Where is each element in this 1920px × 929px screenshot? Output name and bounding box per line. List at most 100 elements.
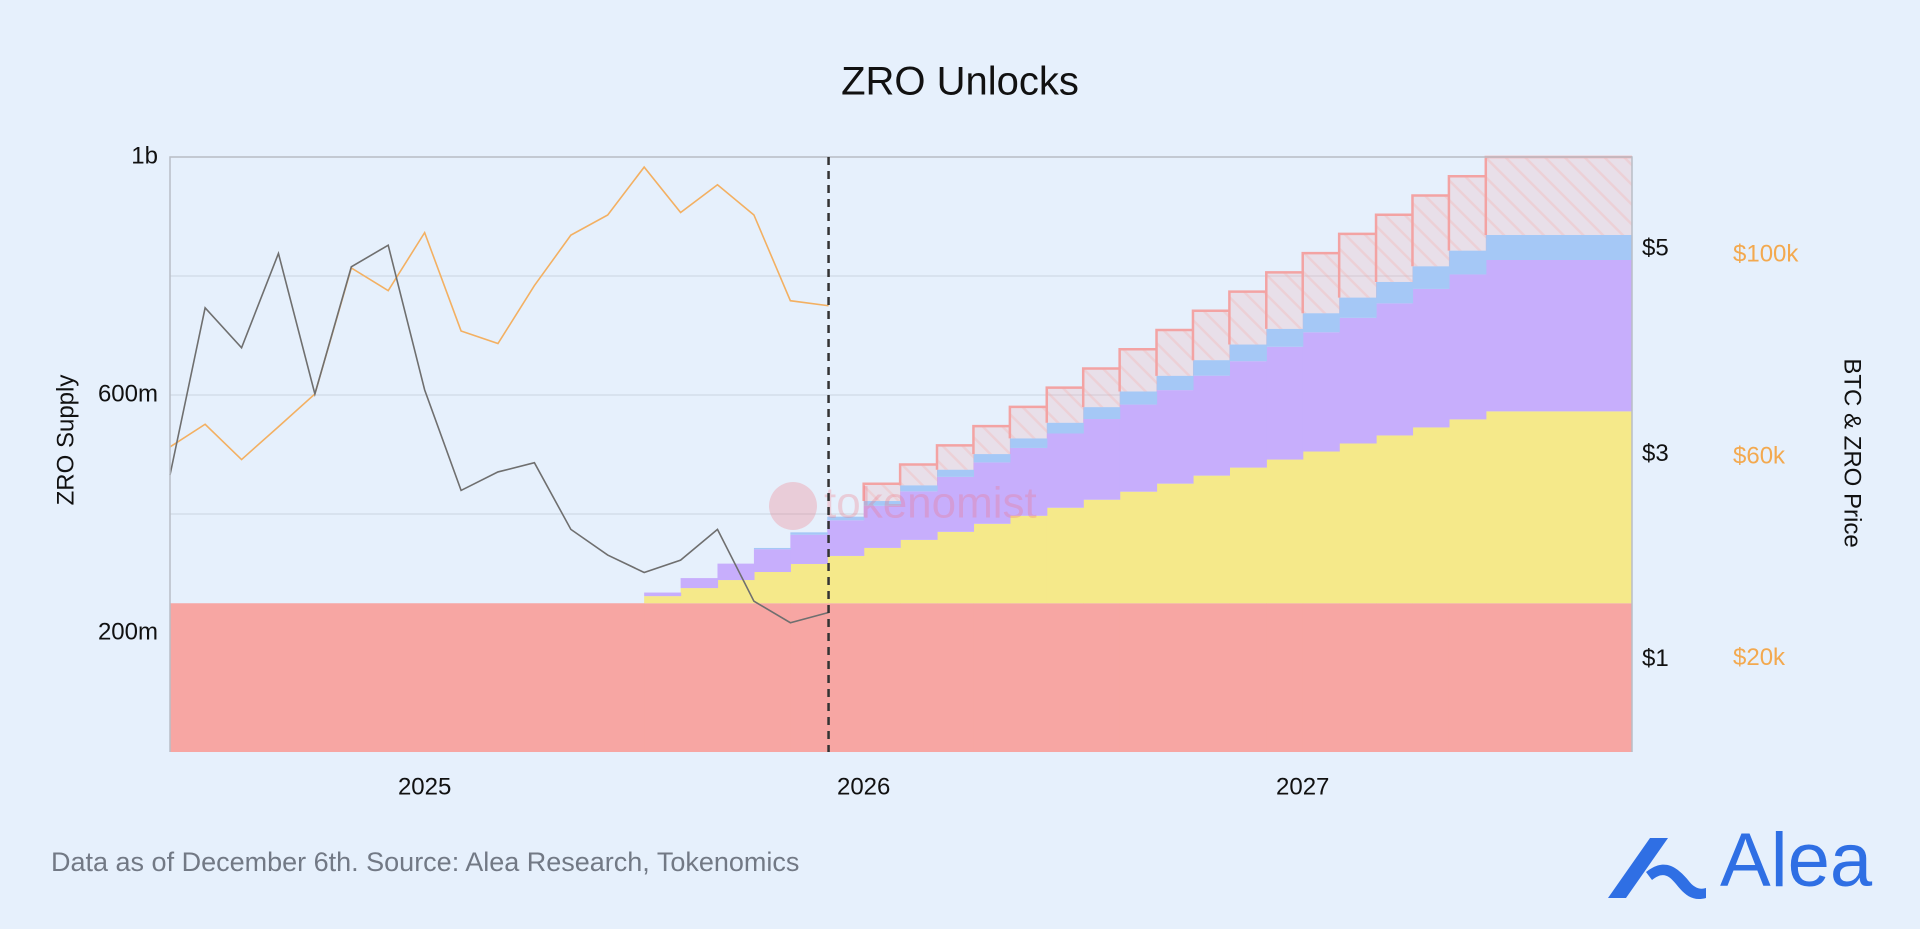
hatch-outline — [862, 482, 901, 502]
area-step — [1302, 253, 1340, 314]
y2-tick-label: $1 — [1642, 645, 1669, 672]
area-step — [1302, 451, 1340, 604]
area-step — [827, 520, 865, 556]
logo-swoosh — [1646, 864, 1706, 900]
area-step — [790, 563, 828, 604]
area-step — [644, 603, 682, 752]
y-tick-label: 1b — [131, 142, 158, 169]
area-step — [717, 603, 755, 752]
area-step — [1448, 603, 1487, 752]
y3-tick-label: $20k — [1733, 644, 1786, 671]
price-line — [169, 165, 829, 461]
area-step — [937, 531, 975, 604]
area-step — [1412, 427, 1450, 604]
logo-text: Alea — [1720, 818, 1873, 903]
hatch-outline — [1118, 347, 1157, 392]
area-step — [863, 603, 901, 752]
hatch-outline — [1008, 405, 1047, 439]
area-step — [1485, 411, 1632, 604]
area-step — [790, 603, 828, 752]
area-step — [1156, 483, 1194, 604]
area-step — [680, 588, 719, 604]
area-step — [1266, 272, 1304, 329]
area-step — [1046, 603, 1084, 752]
area-step — [827, 603, 865, 752]
y3-tick-label: $100k — [1733, 241, 1799, 268]
area-step — [937, 469, 975, 477]
x-tick-label: 2026 — [837, 773, 890, 800]
logo-mark — [1608, 838, 1668, 898]
area-step — [863, 547, 901, 604]
plot-area: tokenomist — [169, 155, 1633, 752]
area-step — [900, 485, 938, 492]
y-tick-label: 200m — [98, 618, 158, 645]
area-step — [1266, 328, 1304, 347]
hatch-outline — [1374, 213, 1413, 282]
area-step — [900, 464, 938, 486]
watermark-text: tokenomist — [824, 479, 1037, 528]
area-step — [973, 454, 1011, 463]
area-step — [1412, 195, 1450, 267]
area-step — [1448, 274, 1487, 420]
x-tick-label: 2027 — [1276, 773, 1329, 800]
area-step — [753, 572, 791, 604]
area-step — [1229, 344, 1267, 362]
area-step — [1339, 297, 1377, 318]
y2-tick-label: $3 — [1642, 440, 1669, 467]
area-step — [753, 549, 791, 573]
area-step — [1192, 603, 1231, 752]
area-step — [1083, 407, 1121, 420]
area-step — [1412, 266, 1450, 289]
area-step — [1376, 603, 1414, 752]
hatch-outline — [935, 444, 974, 470]
y2-tick-label: $5 — [1642, 235, 1669, 262]
area-step — [900, 539, 938, 604]
area-step — [1046, 507, 1084, 604]
area-step — [1302, 603, 1340, 752]
area-step — [1083, 603, 1121, 752]
area-step — [1229, 603, 1267, 752]
area-step — [1156, 375, 1194, 391]
hatch-outline — [1265, 271, 1303, 329]
area-step — [900, 491, 938, 540]
area-step — [973, 603, 1011, 752]
hatch-outline — [972, 424, 1010, 455]
area-step — [1339, 233, 1377, 298]
area-step — [1009, 438, 1048, 448]
area-step — [1192, 360, 1231, 376]
hatch-outline — [1337, 232, 1377, 298]
hatch-outline — [1301, 251, 1340, 314]
area-step — [937, 445, 975, 470]
hatch-outline — [1447, 175, 1486, 251]
area-step — [1229, 361, 1267, 468]
y-tick-label: 600m — [98, 380, 158, 407]
footer-source: Data as of December 6th. Source: Alea Re… — [51, 847, 799, 877]
area-step — [1376, 435, 1414, 604]
area-step — [1156, 603, 1194, 752]
area-step — [1009, 447, 1048, 516]
area-step — [1009, 603, 1048, 752]
area-step — [1119, 349, 1158, 392]
area-step — [1339, 443, 1377, 604]
hatch-outline — [898, 463, 938, 486]
area-step — [1083, 419, 1121, 500]
hatch-outline — [1081, 367, 1120, 408]
y2-axis-label: BTC & ZRO Price — [1839, 358, 1866, 547]
area-step — [1192, 475, 1231, 604]
area-step — [790, 532, 828, 535]
logo: Alea — [1608, 818, 1873, 903]
area-step — [1046, 387, 1084, 423]
hatch-outline — [1228, 290, 1267, 345]
area-step — [937, 603, 975, 752]
area-step — [1083, 368, 1121, 408]
area-step — [1448, 250, 1487, 275]
hatch-outline — [1155, 328, 1193, 376]
area-step — [1485, 603, 1632, 752]
x-tick-label: 2025 — [398, 773, 451, 800]
area-step — [1119, 603, 1158, 752]
area-step — [644, 596, 682, 604]
y3-tick-label: $60k — [1733, 442, 1786, 469]
area-step — [1266, 346, 1304, 460]
